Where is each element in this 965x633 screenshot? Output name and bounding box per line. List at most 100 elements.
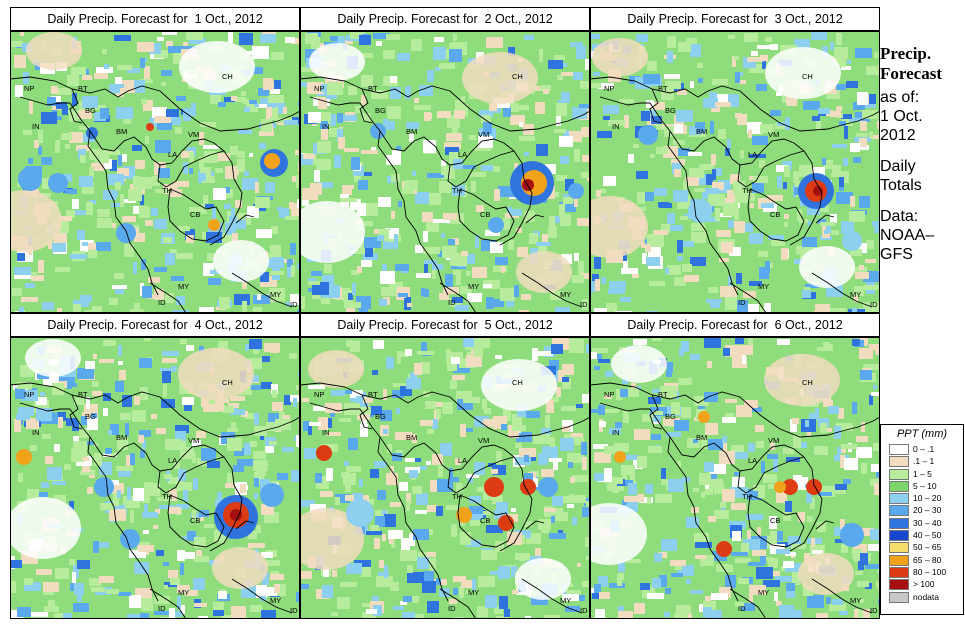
map-frame-border bbox=[300, 337, 590, 619]
precip-cell bbox=[99, 159, 112, 169]
precip-cell bbox=[301, 584, 309, 589]
precip-cell bbox=[12, 288, 22, 296]
precip-cell bbox=[725, 399, 737, 403]
precip-cell bbox=[714, 510, 729, 519]
country-label: CB bbox=[190, 210, 200, 219]
precip-cell bbox=[417, 557, 429, 569]
precip-cell bbox=[660, 386, 677, 398]
legend-item: 5 – 10 bbox=[881, 480, 963, 492]
precip-cell bbox=[218, 399, 229, 403]
precip-cell bbox=[120, 413, 131, 420]
precip-cell bbox=[197, 458, 213, 466]
precip-cell bbox=[444, 142, 461, 149]
precip-cell bbox=[715, 94, 731, 103]
precip-cell bbox=[194, 556, 209, 562]
precip-cell bbox=[254, 413, 259, 425]
precip-cell bbox=[852, 308, 857, 313]
heavy-precip-cell bbox=[230, 509, 242, 521]
precip-cell bbox=[861, 530, 872, 536]
precip-cell bbox=[643, 74, 660, 84]
precip-cell bbox=[568, 583, 573, 587]
precip-cell bbox=[677, 256, 683, 261]
precip-cell bbox=[760, 551, 766, 564]
precip-cell bbox=[470, 519, 480, 526]
precip-cell bbox=[125, 423, 129, 436]
precip-cell bbox=[271, 384, 278, 394]
precip-cell bbox=[238, 130, 252, 134]
precip-cell bbox=[287, 267, 291, 278]
country-border bbox=[309, 402, 360, 412]
precip-cell bbox=[857, 581, 869, 587]
precip-cell bbox=[642, 253, 647, 264]
country-border bbox=[649, 88, 663, 124]
precip-cell bbox=[823, 342, 830, 346]
precip-cell bbox=[377, 235, 384, 241]
country-label: BM bbox=[696, 127, 707, 136]
precip-cell bbox=[73, 300, 89, 307]
precip-cell bbox=[378, 197, 391, 207]
precip-cell bbox=[600, 189, 606, 193]
precip-cell bbox=[171, 611, 182, 617]
precip-cell bbox=[334, 36, 345, 44]
precip-cell bbox=[380, 410, 392, 421]
precip-cell bbox=[118, 345, 122, 356]
precip-cell bbox=[227, 438, 242, 451]
precip-cell bbox=[224, 189, 233, 198]
precip-cell bbox=[556, 103, 567, 116]
precip-cell bbox=[34, 140, 39, 148]
precip-cell bbox=[712, 79, 728, 85]
precip-cell bbox=[287, 259, 293, 270]
precip-cell bbox=[104, 64, 109, 69]
precip-cell bbox=[861, 422, 865, 432]
precip-cell bbox=[790, 419, 797, 432]
precip-cell bbox=[40, 392, 45, 396]
precip-cell bbox=[476, 511, 491, 515]
precip-cell bbox=[632, 274, 639, 278]
precip-cell bbox=[721, 242, 733, 253]
country-border bbox=[649, 408, 739, 602]
precip-cell bbox=[393, 383, 408, 387]
precip-cell bbox=[161, 70, 172, 76]
precip-cell bbox=[184, 402, 192, 411]
country-label: CH bbox=[222, 378, 233, 387]
precip-cell bbox=[351, 157, 360, 170]
legend-swatch bbox=[889, 517, 909, 529]
precip-cell bbox=[383, 429, 388, 434]
precip-cell bbox=[658, 552, 667, 558]
precip-cell bbox=[664, 612, 670, 617]
precip-cell bbox=[61, 613, 72, 619]
precip-cell bbox=[575, 495, 586, 503]
precip-cell bbox=[263, 78, 273, 90]
precip-cell bbox=[199, 346, 204, 352]
precip-cell bbox=[96, 67, 113, 73]
precip-cell bbox=[438, 464, 443, 477]
precip-cell bbox=[232, 233, 238, 242]
precip-cell bbox=[389, 282, 403, 287]
precip-cell bbox=[693, 174, 706, 185]
dry-area bbox=[592, 38, 648, 76]
dry-area bbox=[798, 553, 854, 595]
precip-cell bbox=[852, 118, 862, 122]
precip-cell bbox=[459, 586, 464, 598]
precip-cell bbox=[84, 310, 96, 313]
country-label: MY bbox=[468, 588, 479, 597]
precip-cell bbox=[260, 272, 269, 282]
precip-cell bbox=[151, 208, 158, 216]
precip-cell bbox=[350, 199, 361, 210]
panel-title: Daily Precip. Forecast for 1 Oct., 2012 bbox=[10, 7, 300, 31]
precip-cell bbox=[225, 483, 234, 488]
precip-cell bbox=[309, 422, 321, 426]
country-label: MY bbox=[468, 282, 479, 291]
precip-cell bbox=[445, 147, 459, 155]
precip-cell bbox=[114, 35, 131, 41]
precip-cell bbox=[850, 249, 862, 256]
legend-item: 1 – 5 bbox=[881, 468, 963, 480]
country-border bbox=[167, 494, 225, 548]
precip-cell bbox=[362, 113, 371, 121]
precip-cell bbox=[381, 287, 397, 296]
precip-cell bbox=[443, 287, 459, 294]
precip-cell bbox=[48, 239, 52, 249]
precip-cell bbox=[812, 116, 820, 121]
precip-cell bbox=[98, 542, 109, 548]
